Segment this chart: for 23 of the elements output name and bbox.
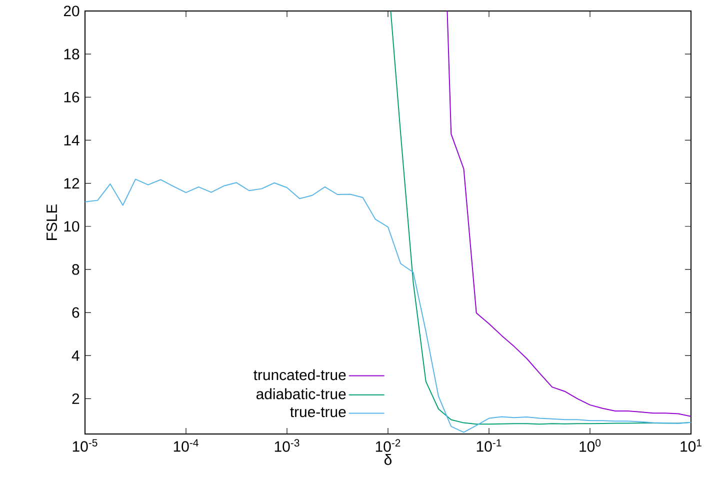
y-tick-label: 12 <box>64 178 80 189</box>
line-series <box>84 178 691 433</box>
x-tick-label: 10$^{-5}$ <box>72 439 98 452</box>
x-tick-label: 10$^{1}$ <box>680 439 702 452</box>
x-axis-title: δ <box>384 454 392 465</box>
x-tick-label: 10$^{-3}$ <box>274 439 300 452</box>
y-tick-label: 10 <box>64 221 80 232</box>
y-tick-label: 18 <box>64 48 80 60</box>
y-tick-label: 8 <box>72 264 80 275</box>
x-tick-label: 10$^{-2}$ <box>376 439 400 452</box>
x-tick-label: 10$^{0}$ <box>580 439 601 452</box>
y-tick-label: 16 <box>64 92 80 102</box>
legend-label: true-true <box>290 407 346 418</box>
y-tick-label: 20 <box>64 6 80 16</box>
y-tick-label: 14 <box>64 135 80 146</box>
legend-label: adiabatic-true <box>256 388 346 400</box>
y-tick-label: 4 <box>72 350 80 361</box>
x-tick-label: 10$^{-4}$ <box>174 439 198 452</box>
y-axis-title: FSLE <box>46 204 58 240</box>
legend-label: truncated-true <box>254 369 346 380</box>
x-tick-label: 10$^{-1}$ <box>476 439 502 452</box>
y-tick-label: 2 <box>72 393 80 404</box>
y-tick-label: 6 <box>72 307 80 318</box>
